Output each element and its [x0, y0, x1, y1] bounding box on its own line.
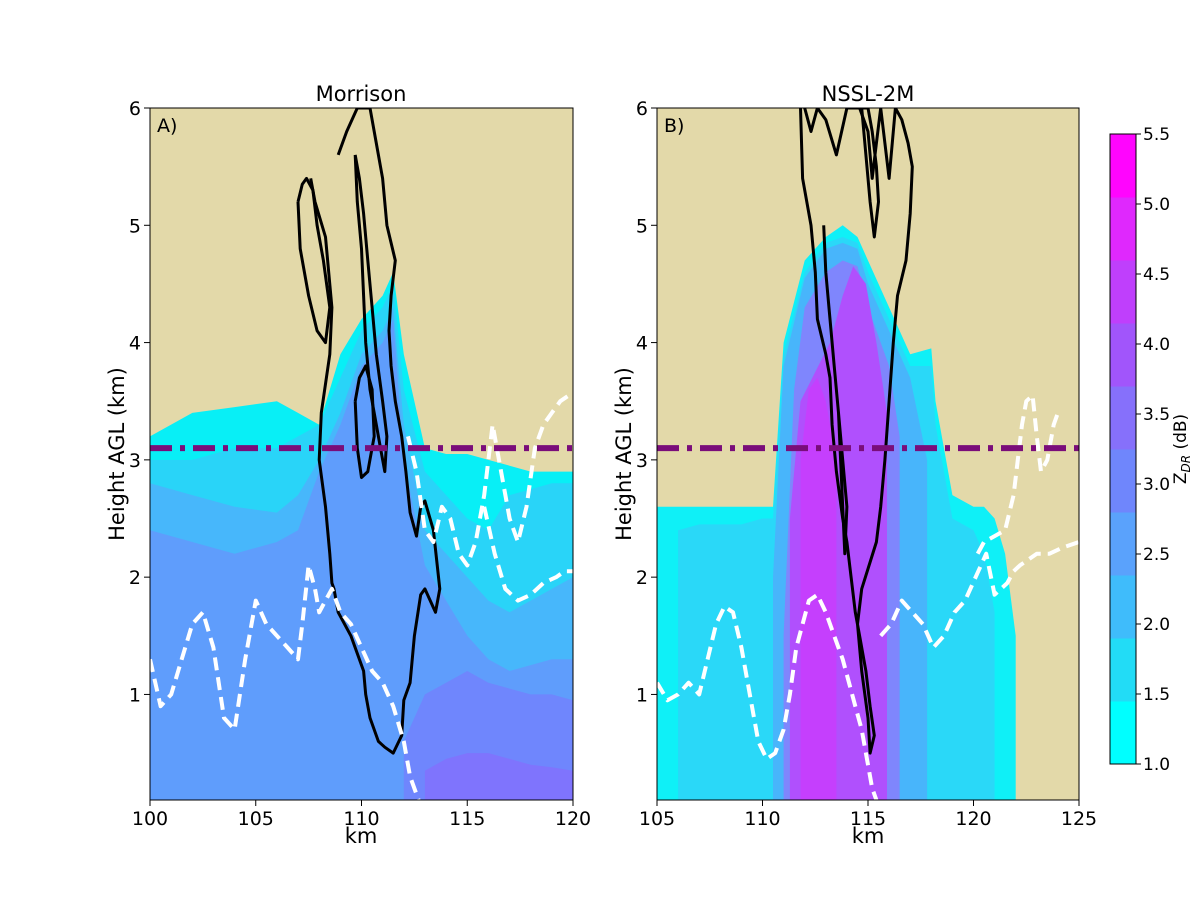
- colorbar: 1.0 1.5 2.0 2.5 3.0 3.5 4.0 4.5 5.0 5.5 ZDR (dB): [1109, 125, 1193, 775]
- colorbar-tick-label: 1.0: [1143, 755, 1170, 775]
- panel-morrison: 100 105 110 115 120 1 2 3 4 5 6 Morrison A) km He…: [105, 82, 591, 848]
- colorbar-tick-label: 3.5: [1143, 405, 1170, 425]
- colorbar-cell: [1110, 197, 1136, 261]
- y-tick-label: 2: [129, 567, 141, 589]
- y-tick-label: 6: [129, 98, 141, 120]
- y-tick-label: 1: [636, 684, 648, 706]
- panel-nssl-2m: 105 110 115 120 125 1 2 3 4 5 6 NSSL-2M B) km Hei…: [612, 82, 1097, 848]
- x-tick-label: 115: [449, 808, 485, 830]
- x-tick-label: 120: [555, 808, 591, 830]
- colorbar-cell: [1110, 386, 1136, 450]
- black-contour-line: [309, 108, 442, 755]
- y-tick-label: 6: [636, 98, 648, 120]
- black-contour-line: [296, 176, 332, 345]
- colorbar-label: ZDR (dB): [1171, 414, 1193, 484]
- black-contour-line: [353, 154, 389, 474]
- x-tick-label: 105: [238, 808, 274, 830]
- y-tick-label: 4: [129, 333, 141, 355]
- white-dashed-contour: [150, 563, 421, 800]
- colorbar-tick-label: 4.0: [1143, 335, 1170, 355]
- white-dashed-contour: [482, 506, 573, 603]
- colorbar-cell: [1110, 575, 1136, 639]
- white-dashed-contour: [975, 393, 1060, 555]
- black-contour-line: [860, 108, 880, 239]
- colorbar-cell: [1110, 701, 1136, 765]
- colorbar-tick-label: 5.0: [1143, 195, 1170, 215]
- x-tick-label: 100: [132, 808, 168, 830]
- panel-title: Morrison: [316, 82, 407, 106]
- white-dashed-contour: [879, 540, 1079, 650]
- y-tick-label: 4: [636, 333, 648, 355]
- panel-label: A): [157, 115, 177, 137]
- y-tick-label: 1: [129, 684, 141, 706]
- colorbar-cell: [1110, 134, 1136, 198]
- colorbar-cell: [1110, 449, 1136, 513]
- x-tick-label: 110: [343, 808, 379, 830]
- colorbar-label-main: Z: [1171, 473, 1191, 485]
- x-axis-label: km: [345, 824, 378, 848]
- colorbar-tick-label: 2.5: [1143, 545, 1170, 565]
- colorbar-cell: [1110, 323, 1136, 387]
- white-dashed-contour: [406, 393, 573, 568]
- colorbar-tick-label: 2.0: [1143, 615, 1170, 635]
- zdr-fill-region: [424, 753, 573, 800]
- x-tick-label: 120: [955, 808, 991, 830]
- x-tick-label: 110: [744, 808, 780, 830]
- y-tick-label: 3: [129, 450, 141, 472]
- colorbar-tick-label: 1.5: [1143, 685, 1170, 705]
- panel-label: B): [664, 115, 684, 137]
- y-tick-label: 2: [636, 567, 648, 589]
- y-tick-label: 5: [129, 215, 141, 237]
- y-axis-label: Height AGL (km): [612, 367, 636, 541]
- x-tick-label: 125: [1061, 808, 1097, 830]
- y-tick-label: 3: [636, 450, 648, 472]
- colorbar-label-suffix: (dB): [1171, 414, 1191, 455]
- black-contour-line: [799, 108, 914, 755]
- colorbar-label-sub: DR: [1179, 455, 1193, 473]
- zdr-fill-region: [800, 377, 837, 800]
- colorbar-tick-label: 5.5: [1143, 125, 1170, 145]
- x-axis-label: km: [852, 824, 885, 848]
- x-tick-label: 115: [850, 808, 886, 830]
- y-axis-label: Height AGL (km): [105, 367, 129, 541]
- x-tick-label: 105: [639, 808, 675, 830]
- colorbar-cell: [1110, 260, 1136, 324]
- colorbar-frame: [1109, 133, 1137, 765]
- colorbar-tick-label: 3.0: [1143, 475, 1170, 495]
- colorbar-cell: [1110, 512, 1136, 576]
- colorbar-tick-label: 4.5: [1143, 265, 1170, 285]
- panel-title: NSSL-2M: [822, 82, 915, 106]
- black-contour-line: [822, 225, 849, 556]
- black-contour-line: [353, 364, 376, 479]
- y-tick-label: 5: [636, 215, 648, 237]
- white-dashed-contour: [657, 592, 879, 800]
- colorbar-cell: [1110, 638, 1136, 702]
